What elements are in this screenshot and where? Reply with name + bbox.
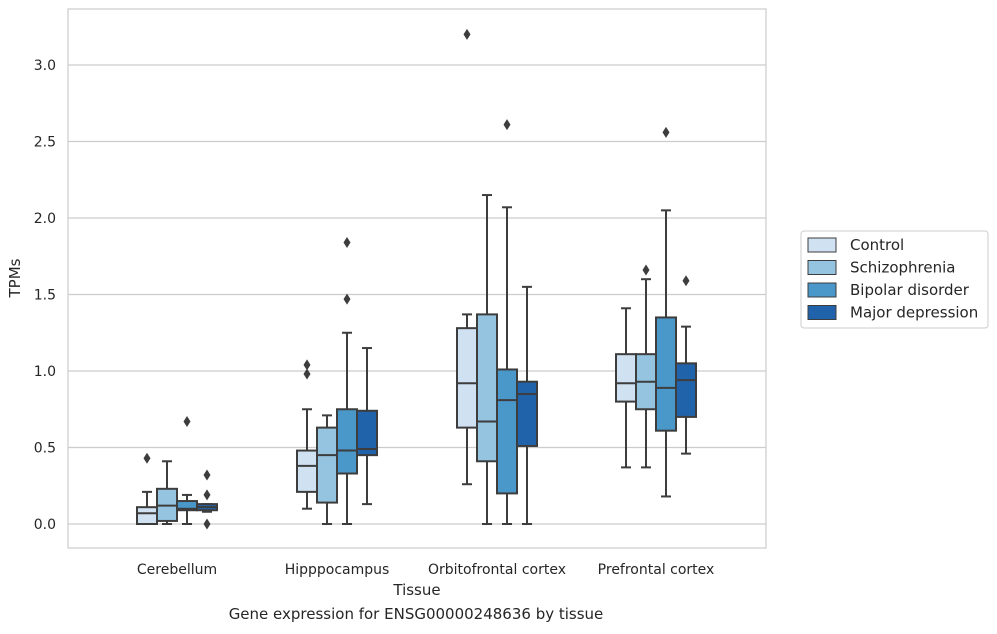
legend: Control Schizophrenia Bipolar disorder Majo… [800, 230, 989, 329]
outlier-point [303, 368, 311, 380]
box [296, 359, 318, 510]
box [356, 347, 378, 506]
outlier-point [343, 293, 351, 305]
series-bipolar-disorder [176, 119, 677, 525]
y-tick-label: 1.5 [34, 288, 56, 304]
box [476, 194, 498, 525]
box-body [336, 408, 358, 475]
box [196, 469, 218, 530]
x-tick-label: Prefrontal cortex [598, 562, 715, 578]
box [456, 28, 478, 486]
outlier-point [203, 469, 211, 481]
box-body [456, 327, 478, 429]
outlier-point [662, 126, 670, 138]
x-tick-label: Hipppocampus [285, 562, 390, 578]
box-body [675, 362, 697, 418]
legend-swatch [807, 260, 837, 275]
box [655, 126, 677, 498]
box [176, 415, 198, 525]
legend-label: Major depression [850, 304, 978, 322]
box-body [356, 409, 378, 457]
outlier-point [203, 518, 211, 530]
y-tick-label: 1.0 [34, 364, 56, 380]
y-tick-label: 0.5 [34, 441, 56, 457]
legend-swatch [807, 237, 837, 253]
box [516, 285, 538, 525]
box [316, 414, 338, 525]
y-tick-label: 2.5 [34, 135, 56, 151]
box-body [296, 449, 318, 493]
x-tick-labels: Cerebellum Hipppocampus Orbitofrontal cort… [137, 562, 714, 578]
y-tick-labels: 0.0 0.5 1.0 1.5 2.0 2.5 3.0 [34, 58, 56, 533]
outlier-point [143, 452, 151, 464]
box-body [615, 353, 637, 403]
outlier-point [682, 275, 690, 287]
legend-label: Control [850, 236, 904, 254]
outlier-point [183, 415, 191, 427]
x-tick-label: Cerebellum [137, 562, 217, 578]
box [675, 275, 697, 455]
plot-frame [67, 8, 767, 549]
series-major-depression [196, 275, 697, 530]
x-tick-label: Orbitofrontal cortex [428, 562, 566, 578]
box-body [316, 426, 338, 504]
gridlines [68, 64, 766, 525]
legend-label: Schizophrenia [850, 259, 955, 277]
y-tick-label: 0.0 [34, 517, 56, 533]
box-body [496, 368, 518, 495]
box [615, 307, 637, 469]
box [136, 452, 158, 526]
legend-frame [800, 230, 989, 329]
legend-swatch [807, 305, 837, 320]
series-schizophrenia [156, 194, 657, 525]
box-body [516, 380, 538, 447]
legend-swatch [807, 282, 837, 298]
figure-caption: Gene expression for ENSG00000248636 by t… [228, 605, 604, 623]
outlier-point [343, 236, 351, 248]
y-tick-label: 3.0 [34, 58, 56, 74]
outlier-point [642, 264, 650, 276]
series-control [136, 28, 637, 526]
outlier-point [503, 119, 511, 131]
box-groups [136, 28, 697, 530]
box-body [655, 316, 677, 432]
box-body [136, 506, 158, 526]
box-body [476, 313, 498, 463]
box [156, 460, 178, 525]
box [336, 236, 358, 525]
legend-label: Bipolar disorder [850, 281, 970, 299]
box [635, 264, 657, 469]
x-axis-label: Tissue [392, 581, 440, 599]
y-tick-label: 2.0 [34, 211, 56, 227]
outlier-point [303, 359, 311, 371]
y-axis-label: TPMs [6, 258, 24, 298]
box [496, 119, 518, 525]
outlier-point [463, 28, 471, 40]
outlier-point [203, 489, 211, 501]
